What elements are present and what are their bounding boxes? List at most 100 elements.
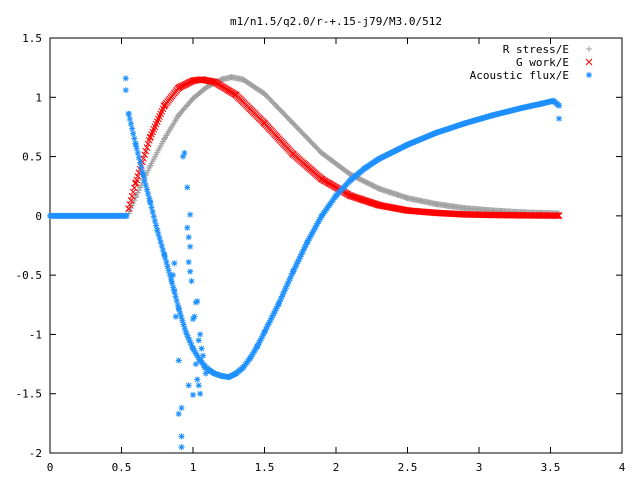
chart-title: m1/n1.5/q2.0/r-+.15-j79/M3.0/512 (230, 15, 442, 28)
data-point (265, 321, 272, 328)
data-point (161, 135, 168, 142)
data-point (290, 120, 297, 127)
data-point (204, 83, 211, 90)
data-point (257, 337, 264, 344)
data-point (139, 171, 146, 178)
data-point (270, 310, 277, 317)
data-point (146, 134, 154, 141)
data-point (189, 77, 197, 85)
data-point (276, 298, 283, 305)
data-point (182, 329, 189, 336)
y-tick-label: 0.5 (22, 151, 42, 164)
data-point (283, 283, 290, 290)
data-point (158, 243, 165, 250)
data-point (175, 410, 182, 417)
data-point (461, 120, 468, 127)
data-point (554, 212, 562, 219)
data-point (178, 444, 185, 451)
data-point (285, 278, 292, 285)
data-point (122, 75, 129, 82)
data-point (251, 348, 258, 355)
data-point (289, 150, 297, 158)
data-point (313, 222, 320, 229)
data-point (290, 268, 297, 275)
data-point (154, 227, 161, 234)
plot-frame (49, 37, 623, 454)
data-point (190, 345, 196, 352)
data-point (273, 305, 280, 312)
data-point (132, 180, 139, 188)
data-point (137, 159, 144, 166)
data-point (266, 319, 273, 326)
data-point (308, 231, 315, 238)
data-point (404, 207, 411, 214)
data-point (261, 120, 268, 127)
data-point (147, 198, 154, 205)
data-point (165, 267, 172, 274)
data-point (318, 150, 325, 157)
data-point (556, 115, 563, 122)
data-point (129, 125, 136, 132)
legend-marker (586, 72, 592, 78)
data-point (306, 235, 313, 242)
series-3 (47, 75, 563, 451)
data-point (179, 317, 186, 324)
data-point (404, 141, 411, 148)
data-point (177, 310, 184, 317)
data-point (518, 104, 525, 111)
series-2 (125, 76, 563, 219)
y-tick-label: -1 (29, 328, 42, 341)
x-tick-label: 1 (190, 461, 197, 474)
data-point (256, 339, 263, 346)
data-point (260, 330, 267, 337)
data-point (129, 188, 137, 196)
data-point (284, 280, 291, 287)
data-point (277, 296, 284, 303)
data-point (297, 253, 304, 260)
y-tick-label: -1.5 (16, 388, 43, 401)
data-point (261, 90, 268, 97)
data-point (132, 141, 139, 148)
data-point (490, 112, 497, 119)
data-point (172, 293, 179, 300)
y-tick-label: -0.5 (16, 269, 43, 282)
data-point (192, 348, 199, 355)
data-point (187, 268, 194, 275)
data-point (168, 278, 175, 285)
data-point (316, 216, 323, 223)
legend-marker-glyph (585, 58, 593, 66)
data-point (181, 325, 188, 332)
data-point (267, 317, 274, 324)
data-point (194, 376, 201, 383)
data-point (198, 345, 205, 352)
data-point (318, 212, 325, 219)
data-point (432, 209, 440, 217)
data-point (312, 224, 319, 231)
data-point (164, 263, 171, 270)
data-point (135, 154, 142, 161)
data-point (184, 184, 191, 191)
data-point (141, 177, 148, 184)
data-point (187, 211, 194, 218)
legend-label: R stress/E (503, 43, 569, 56)
data-point (433, 129, 440, 136)
data-point (291, 265, 298, 272)
data-point (183, 331, 190, 338)
series-1 (125, 74, 563, 217)
data-point (178, 433, 185, 440)
x-tick-label: 3 (476, 461, 483, 474)
data-point (302, 241, 309, 248)
data-point (268, 314, 275, 321)
data-point (142, 147, 150, 155)
data-point (195, 337, 202, 344)
data-point (134, 172, 142, 180)
data-point (198, 76, 205, 83)
data-point (153, 222, 160, 229)
data-point (375, 155, 382, 162)
data-point (294, 258, 301, 265)
data-point (232, 370, 239, 377)
data-point (280, 290, 287, 297)
data-point (156, 235, 163, 242)
data-point (190, 316, 196, 323)
data-point (134, 150, 141, 157)
